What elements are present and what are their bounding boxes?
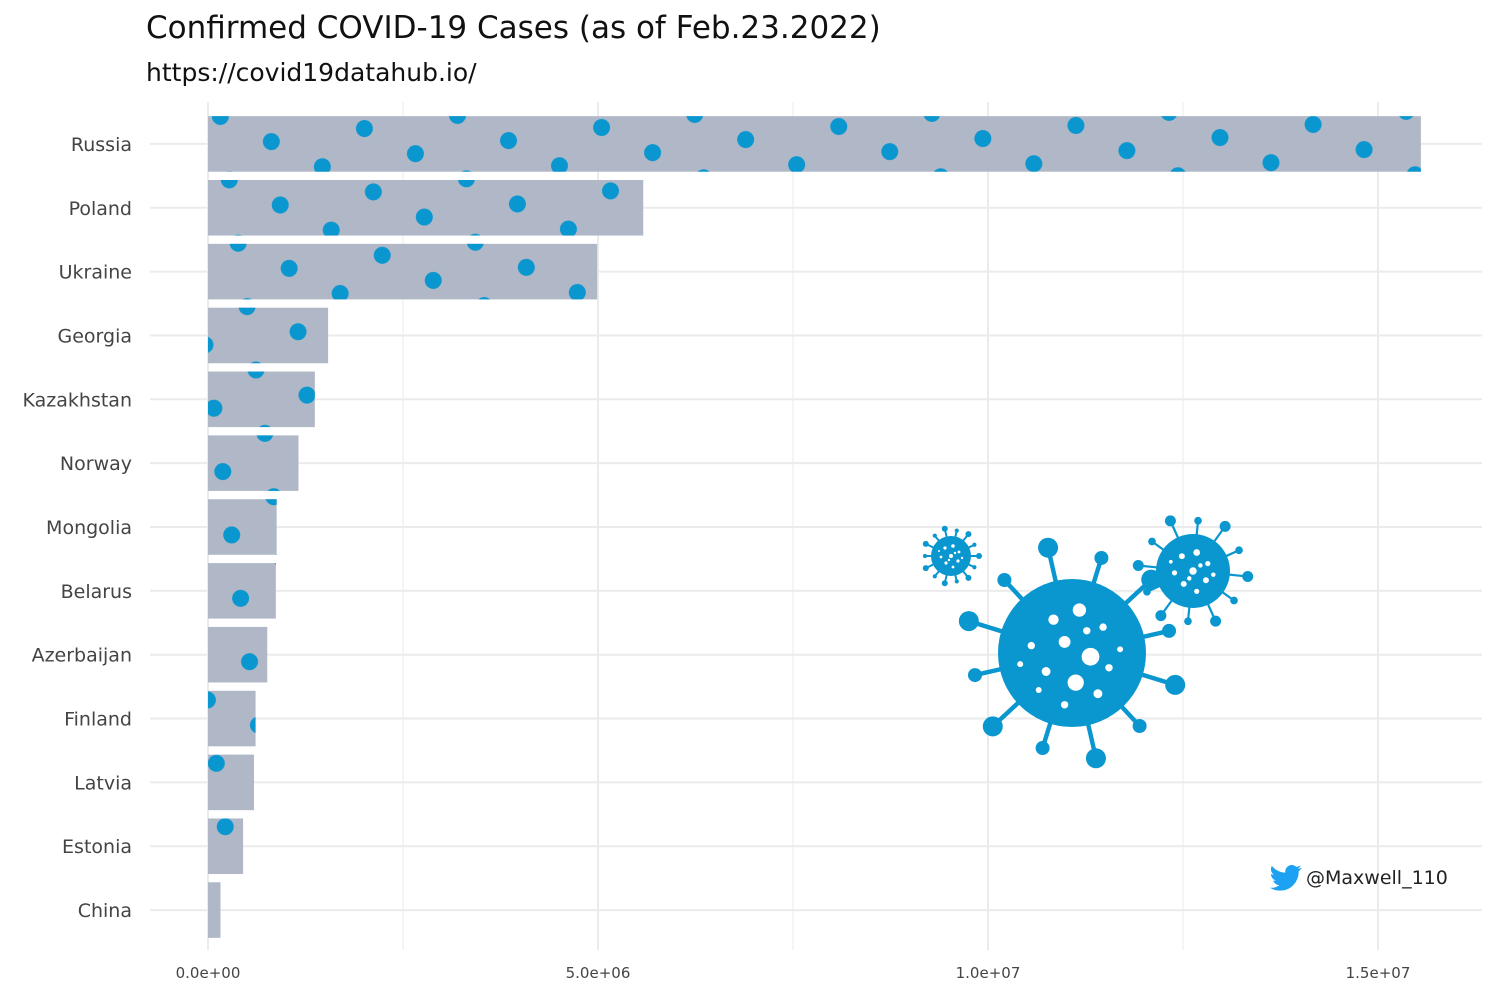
- category-label: Estonia: [62, 836, 132, 858]
- category-label: Norway: [60, 453, 132, 475]
- category-label: Azerbaijan: [32, 645, 132, 667]
- bar-pattern-mongolia: [208, 499, 277, 555]
- bar-pattern-georgia: [208, 307, 329, 364]
- x-tick-label: 0.0e+00: [176, 964, 241, 982]
- bar-pattern-poland: [208, 179, 644, 236]
- category-label: Georgia: [58, 325, 133, 347]
- chart-subtitle: https://covid19datahub.io/: [146, 58, 477, 87]
- virus-icon: [922, 525, 982, 587]
- category-label: Russia: [71, 134, 132, 156]
- bar-pattern-russia: [208, 116, 1421, 172]
- x-tick-label: 5.0e+06: [566, 964, 631, 982]
- virus-cluster-icon: [922, 515, 1254, 769]
- category-label: China: [78, 900, 132, 922]
- category-label: Finland: [64, 709, 132, 731]
- category-label: Kazakhstan: [23, 389, 132, 411]
- category-label: Mongolia: [46, 517, 132, 539]
- x-tick-label: 1.5e+07: [1346, 964, 1411, 982]
- credit: @Maxwell_110: [1270, 864, 1448, 892]
- bar-pattern-china: [208, 882, 221, 938]
- category-label: Ukraine: [59, 262, 132, 284]
- virus-icon: [958, 537, 1186, 769]
- twitter-bird-icon: [1270, 865, 1302, 891]
- bar-pattern-latvia: [208, 754, 255, 811]
- category-label: Poland: [69, 198, 132, 220]
- bar-pattern-ukraine: [208, 243, 598, 300]
- credit-handle: @Maxwell_110: [1306, 867, 1448, 889]
- bar-pattern-finland: [208, 690, 256, 747]
- x-tick-label: 1.0e+07: [956, 964, 1021, 982]
- chart-title: Confirmed COVID-19 Cases (as of Feb.23.2…: [146, 10, 881, 46]
- category-label: Latvia: [74, 772, 132, 794]
- bar-pattern-azerbaijan: [208, 626, 268, 683]
- bar-pattern-norway: [208, 435, 299, 491]
- category-label: Belarus: [61, 581, 132, 603]
- bar-pattern-belarus: [208, 563, 276, 619]
- bar-pattern-estonia: [208, 818, 244, 875]
- virus-icon: [1132, 515, 1254, 627]
- bar-pattern-kazakhstan: [208, 371, 315, 428]
